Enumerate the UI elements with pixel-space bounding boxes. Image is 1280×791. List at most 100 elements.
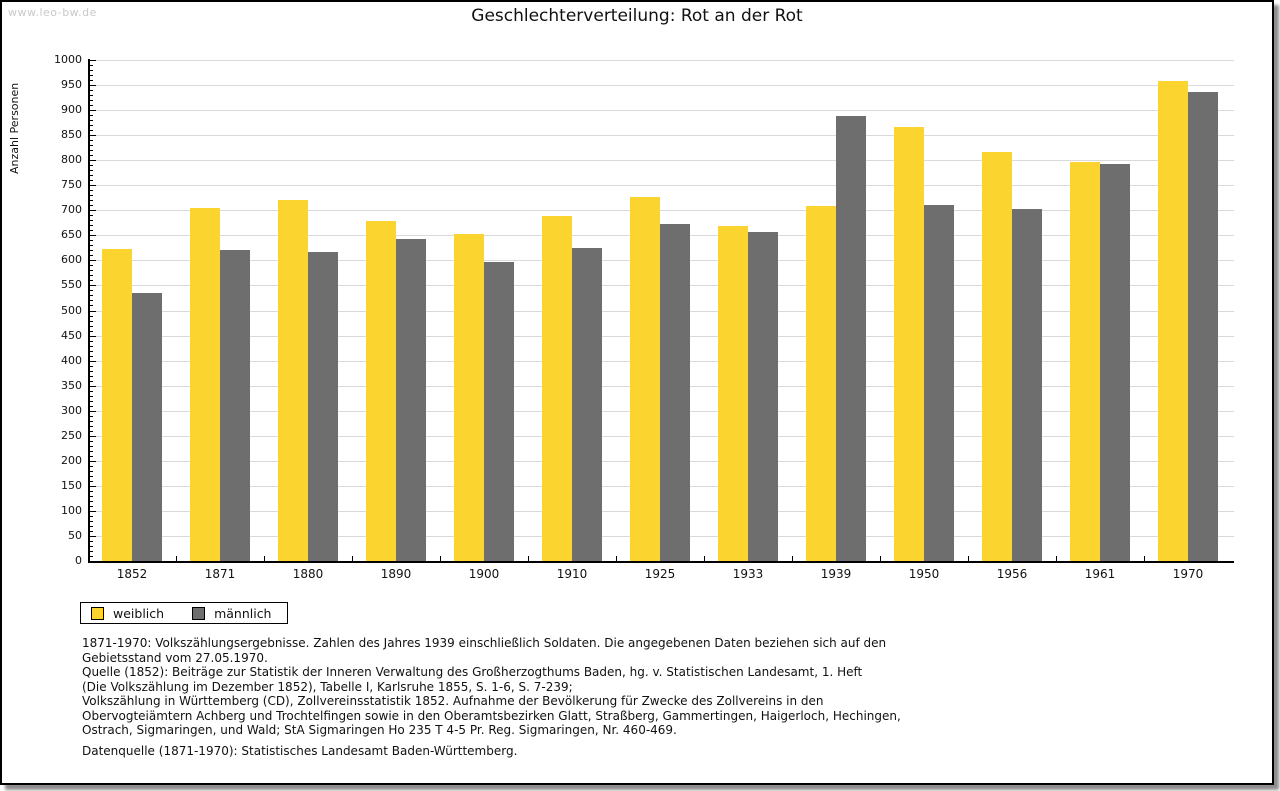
y-minor-tick-610	[90, 255, 93, 257]
bar-männlich-1910	[572, 247, 602, 561]
bar-männlich-1970	[1188, 92, 1218, 561]
x-tick-label-1925: 1925	[644, 567, 676, 581]
legend-swatch-maennlich	[192, 606, 206, 620]
y-minor-tick-760	[90, 180, 93, 182]
data-source-note: Datenquelle (1871-1970): Statistisches L…	[82, 744, 518, 758]
gridline-700	[90, 210, 1234, 212]
y-major-tick-1000	[90, 60, 96, 61]
y-minor-tick-410	[90, 355, 93, 357]
x-tick-label-1890: 1890	[380, 567, 412, 581]
y-minor-tick-730	[90, 195, 93, 197]
bar-männlich-1900	[484, 262, 514, 561]
y-minor-tick-590	[90, 265, 93, 267]
x-tick-label-1880: 1880	[292, 567, 324, 581]
bar-männlich-1939	[836, 115, 866, 561]
bar-männlich-1950	[924, 205, 954, 561]
bar-weiblich-1956	[982, 151, 1012, 561]
y-major-tick-200	[90, 460, 96, 462]
y-minor-tick-370	[90, 375, 93, 377]
bar-weiblich-1910	[542, 215, 572, 561]
source-note-line-6: Obervogteiämtern Achberg und Trochtelfin…	[82, 708, 901, 723]
y-major-tick-800	[90, 160, 96, 162]
x-group-tick-10	[968, 556, 969, 561]
y-minor-tick-790	[90, 165, 93, 167]
x-tick-label-1871: 1871	[204, 567, 236, 581]
y-tick-label-600: 600	[61, 253, 82, 267]
y-major-tick-750	[90, 185, 96, 187]
y-minor-tick-660	[90, 230, 93, 232]
bar-weiblich-1852	[102, 249, 132, 561]
y-minor-tick-90	[90, 515, 93, 517]
y-minor-tick-580	[90, 270, 93, 272]
y-minor-tick-640	[90, 240, 93, 242]
y-minor-tick-180	[90, 470, 93, 472]
y-minor-tick-880	[90, 120, 93, 122]
y-minor-tick-310	[90, 405, 93, 407]
gridline-750	[90, 185, 1234, 187]
y-minor-tick-460	[90, 330, 93, 332]
y-major-tick-600	[90, 260, 96, 262]
bar-männlich-1933	[748, 231, 778, 561]
y-minor-tick-690	[90, 215, 93, 217]
y-minor-tick-960	[90, 80, 93, 82]
y-minor-tick-120	[90, 500, 93, 502]
y-major-tick-100	[90, 510, 96, 512]
y-minor-tick-630	[90, 245, 93, 247]
x-axis-line	[88, 561, 1234, 563]
y-major-tick-0	[90, 561, 96, 562]
source-note-line-4: (Die Volkszählung im Dezember 1852), Tab…	[82, 679, 573, 694]
x-group-tick-7	[704, 556, 705, 561]
y-minor-tick-480	[90, 320, 93, 322]
y-minor-tick-380	[90, 370, 93, 372]
y-tick-label-450: 450	[61, 328, 82, 342]
y-minor-tick-360	[90, 380, 93, 382]
x-group-tick-2	[264, 556, 265, 561]
gridline-850	[90, 135, 1234, 137]
y-tick-label-550: 550	[61, 278, 82, 292]
y-minor-tick-560	[90, 280, 93, 282]
y-minor-tick-140	[90, 490, 93, 492]
x-group-tick-4	[440, 556, 441, 561]
y-minor-tick-270	[90, 425, 93, 427]
bar-weiblich-1925	[630, 197, 660, 561]
source-note-line-1: 1871-1970: Volkszählungsergebnisse. Zahl…	[82, 636, 887, 650]
y-minor-tick-260	[90, 430, 93, 432]
x-tick-label-1939: 1939	[820, 567, 852, 581]
y-tick-label-750: 750	[61, 178, 82, 192]
bar-männlich-1961	[1100, 164, 1130, 561]
y-minor-tick-490	[90, 315, 93, 317]
y-minor-tick-70	[90, 525, 93, 527]
y-tick-label-650: 650	[61, 228, 82, 242]
y-minor-tick-940	[90, 90, 93, 92]
source-note-line-3: Quelle (1852): Beiträge zur Statistik de…	[82, 665, 863, 679]
y-minor-tick-840	[90, 140, 93, 142]
y-major-tick-900	[90, 110, 96, 112]
bar-männlich-1925	[660, 223, 690, 561]
y-minor-tick-430	[90, 345, 93, 347]
y-minor-tick-160	[90, 480, 93, 482]
x-group-tick-12	[1144, 556, 1145, 561]
y-minor-tick-320	[90, 400, 93, 402]
y-minor-tick-220	[90, 450, 93, 452]
y-tick-label-900: 900	[61, 103, 82, 117]
y-minor-tick-440	[90, 340, 93, 342]
y-major-tick-850	[90, 135, 96, 137]
y-minor-tick-540	[90, 290, 93, 292]
legend-swatch-weiblich	[91, 606, 104, 620]
y-tick-label-150: 150	[61, 478, 82, 492]
legend-item-weiblich: weiblich	[91, 606, 164, 621]
x-tick-label-1956: 1956	[996, 567, 1028, 581]
y-minor-tick-620	[90, 250, 93, 252]
x-tick-label-1933: 1933	[732, 567, 764, 581]
x-group-tick-5	[528, 556, 529, 561]
y-tick-label-400: 400	[61, 353, 82, 367]
chart-title: Geschlechterverteilung: Rot an der Rot	[471, 6, 803, 26]
y-minor-tick-10	[90, 555, 93, 557]
y-minor-tick-570	[90, 275, 93, 277]
y-minor-tick-340	[90, 390, 93, 392]
legend-box: weiblich männlich	[80, 602, 288, 624]
bar-männlich-1880	[308, 251, 338, 561]
y-major-tick-250	[90, 435, 96, 437]
y-minor-tick-990	[90, 65, 93, 66]
